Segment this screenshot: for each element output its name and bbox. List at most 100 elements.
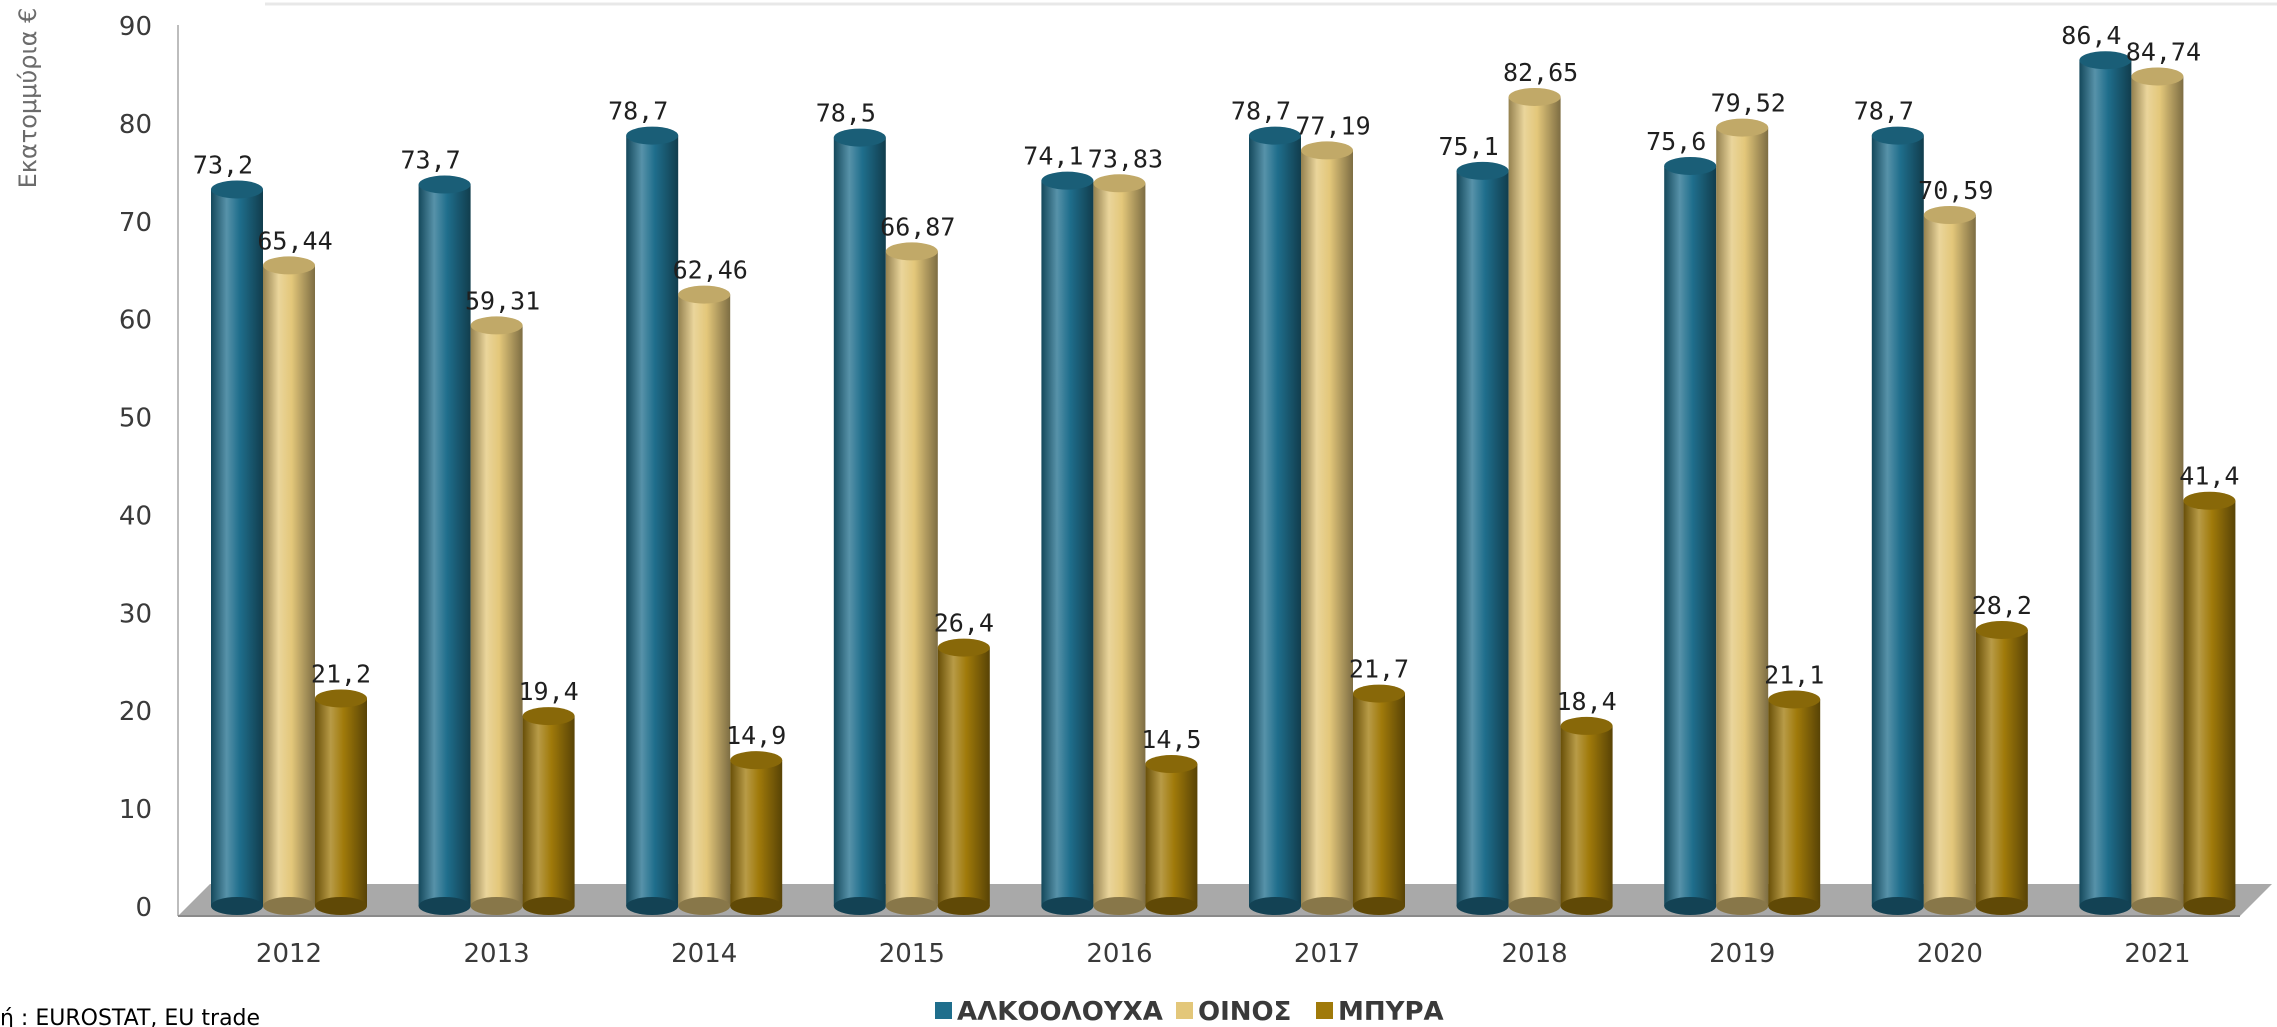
- bar-cap: [1145, 755, 1198, 774]
- bar-base: [1301, 897, 1353, 915]
- y-tick-label: 20: [119, 697, 152, 727]
- bar-base: [1456, 897, 1509, 915]
- bar-base: [730, 897, 783, 915]
- x-tick-label: 2018: [1502, 939, 1568, 969]
- data-label: 14,9: [726, 721, 786, 750]
- bar: [1768, 699, 1821, 906]
- data-label: 19,4: [518, 677, 578, 706]
- bar: [1145, 764, 1198, 906]
- data-label: 59,31: [465, 286, 540, 315]
- legend-label: ΟΙΝΟΣ: [1198, 997, 1291, 1027]
- bar: [1093, 183, 1146, 907]
- bar-cap: [315, 689, 367, 708]
- y-tick-label: 90: [119, 12, 152, 42]
- bar-cap: [522, 707, 575, 726]
- bar-cap: [885, 242, 938, 261]
- x-tick-label: 2017: [1294, 939, 1360, 969]
- bar-base: [626, 897, 679, 915]
- bar: [833, 137, 886, 907]
- y-tick-label: 60: [119, 306, 152, 336]
- bar-base: [678, 897, 731, 915]
- bar-cap: [1301, 141, 1353, 160]
- data-label: 82,65: [1503, 58, 1578, 87]
- legend-swatch: [935, 1002, 952, 1019]
- y-tick-label: 70: [119, 208, 152, 238]
- bar-cap: [470, 316, 523, 335]
- data-labels-group: 73,2 65,44 21,2 73,7 59,31 19,4 78,7 62,46 14,9 7…: [193, 21, 2240, 754]
- bar-base: [1664, 897, 1717, 915]
- bar-base: [1975, 897, 2028, 915]
- bar-base: [937, 897, 990, 915]
- bar-cap: [1041, 171, 1094, 190]
- bar-cap: [263, 256, 315, 275]
- bar-base: [1093, 897, 1146, 915]
- bar: [1560, 725, 1613, 906]
- data-label: 66,87: [880, 212, 955, 241]
- bar-cap: [2131, 67, 2184, 86]
- bar-cap: [1508, 87, 1561, 106]
- y-tick-label: 30: [119, 599, 152, 629]
- bar-cap: [833, 128, 886, 147]
- bars-group: [211, 51, 2236, 915]
- bar-base: [1716, 897, 1769, 915]
- bar-cap: [1664, 156, 1717, 175]
- bar-cap: [1871, 126, 1924, 145]
- bar-cap: [730, 751, 783, 770]
- x-tick-label: 2020: [1917, 939, 1983, 969]
- y-axis-label: Εκατομμύρια €: [14, 8, 42, 189]
- bar: [678, 294, 731, 906]
- x-tick-label: 2019: [1709, 939, 1775, 969]
- bar-base: [418, 897, 471, 915]
- bar-cap: [2079, 51, 2132, 70]
- bar-cap: [418, 175, 471, 194]
- bar: [626, 135, 679, 906]
- data-label: 75,1: [1438, 132, 1498, 161]
- bar-base: [522, 897, 575, 915]
- data-label: 73,2: [193, 150, 253, 179]
- bar-base: [1768, 897, 1821, 915]
- data-label: 21,1: [1764, 660, 1824, 689]
- data-label: 73,83: [1088, 144, 1163, 173]
- data-label: 70,59: [1918, 176, 1993, 205]
- bar-cap: [1093, 174, 1146, 193]
- bar: [1923, 215, 1976, 907]
- bar-base: [1923, 897, 1976, 915]
- data-label: 74,1: [1023, 142, 1083, 171]
- data-label: 21,2: [311, 659, 371, 688]
- bar-cap: [678, 285, 731, 304]
- bar: [1456, 170, 1509, 907]
- bar-cap: [626, 126, 679, 145]
- data-label: 78,7: [1854, 97, 1914, 126]
- x-tick-label: 2013: [464, 939, 530, 969]
- bar: [2183, 500, 2236, 906]
- bar-base: [211, 897, 263, 915]
- bar-base: [885, 897, 938, 915]
- bar: [470, 325, 523, 906]
- bar-cap: [1456, 161, 1509, 180]
- x-tick-label: 2014: [671, 939, 737, 969]
- bar: [522, 716, 575, 906]
- bar-cap: [1560, 716, 1613, 735]
- x-tick-label: 2021: [2124, 939, 2190, 969]
- bar-cap: [2183, 491, 2236, 510]
- y-tick-label: 50: [119, 404, 152, 434]
- legend-label: ΜΠΥΡΑ: [1338, 997, 1444, 1027]
- y-tick-label: 40: [119, 501, 152, 531]
- data-label: 21,7: [1349, 655, 1409, 684]
- bar: [730, 760, 783, 906]
- bar: [315, 698, 367, 906]
- y-tick-label: 10: [119, 795, 152, 825]
- bar: [1664, 165, 1717, 906]
- bar-base: [315, 897, 367, 915]
- data-label: 86,4: [2061, 21, 2121, 50]
- bar: [1353, 693, 1405, 906]
- data-label: 78,7: [608, 97, 668, 126]
- data-label: 41,4: [2179, 462, 2239, 491]
- source-note: ή : EUROSTAT, EU trade: [0, 1006, 260, 1027]
- data-label: 84,74: [2126, 37, 2201, 66]
- bar-base: [2079, 897, 2132, 915]
- bar-cap: [1923, 206, 1976, 225]
- bar: [211, 189, 263, 906]
- bar-base: [2131, 897, 2184, 915]
